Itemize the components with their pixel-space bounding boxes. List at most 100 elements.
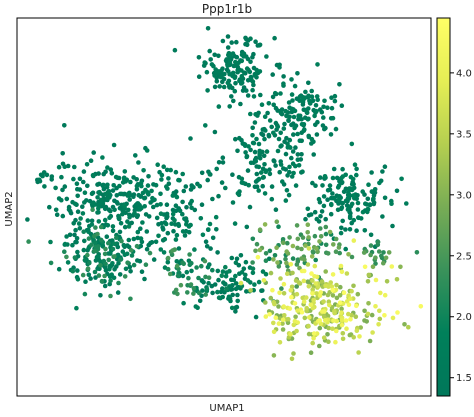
cell-point <box>384 279 390 284</box>
cell-point <box>351 283 356 289</box>
cell-point <box>284 113 289 119</box>
cell-point <box>54 212 60 217</box>
cell-point <box>59 197 64 203</box>
cell-point <box>306 246 312 251</box>
cell-point <box>102 206 108 212</box>
cell-point <box>216 160 222 165</box>
cell-point <box>246 144 251 149</box>
cell-point <box>116 261 121 266</box>
cell-point <box>275 260 280 265</box>
cell-point <box>322 126 327 132</box>
cell-point <box>220 155 226 160</box>
cell-point <box>216 277 221 283</box>
cell-point <box>122 203 127 208</box>
cell-point <box>213 67 218 72</box>
colorbar-tick-label: 3.5 <box>456 129 472 140</box>
cell-point <box>187 252 192 257</box>
cell-point <box>240 88 246 93</box>
cell-point <box>173 208 179 214</box>
cell-point <box>223 274 229 279</box>
cell-point <box>134 183 140 189</box>
cell-point <box>326 325 332 331</box>
cell-point <box>325 332 330 337</box>
cell-point <box>343 246 349 252</box>
cell-point <box>389 264 395 269</box>
cell-point <box>349 201 355 207</box>
cell-point <box>354 303 359 309</box>
cell-point <box>173 169 179 175</box>
cell-point <box>299 309 305 315</box>
cell-point <box>398 264 403 270</box>
cell-point <box>105 223 111 228</box>
cell-point <box>235 148 240 154</box>
cell-point <box>271 130 276 136</box>
cell-point <box>188 136 193 141</box>
cell-point <box>347 215 353 221</box>
cell-point <box>86 272 92 278</box>
cell-point <box>283 108 289 114</box>
cell-point <box>233 59 238 65</box>
cell-point <box>299 256 304 261</box>
cell-point <box>252 120 258 125</box>
cell-point <box>337 300 343 306</box>
cell-point <box>188 282 194 287</box>
cell-point <box>251 51 256 57</box>
cell-point <box>292 125 297 131</box>
cell-point <box>223 264 228 270</box>
cell-point <box>180 171 185 177</box>
cell-point <box>213 214 219 220</box>
cell-point <box>259 102 265 107</box>
cell-point <box>81 179 86 185</box>
cell-point <box>75 268 80 273</box>
cell-point <box>262 162 267 167</box>
cell-point <box>271 102 277 108</box>
cell-point <box>333 249 339 254</box>
cell-point <box>291 351 296 356</box>
cell-point <box>338 230 344 236</box>
cell-point <box>60 151 65 156</box>
cell-point <box>351 217 357 223</box>
cell-point <box>363 201 368 206</box>
cell-point <box>346 252 351 257</box>
cell-point <box>100 183 106 188</box>
cell-point <box>297 138 303 143</box>
cell-point <box>214 227 219 232</box>
cell-point <box>156 233 161 239</box>
cell-point <box>299 122 305 127</box>
cell-point <box>48 260 54 266</box>
cell-point <box>295 245 300 251</box>
cell-point <box>286 100 292 105</box>
cell-point <box>204 69 210 75</box>
cell-point <box>280 327 286 332</box>
colorbar <box>436 17 451 397</box>
cell-point <box>42 184 47 189</box>
cell-point <box>314 108 319 114</box>
cell-point <box>76 221 82 226</box>
cell-point <box>368 232 374 238</box>
cell-point <box>80 204 85 209</box>
cell-point <box>102 217 108 223</box>
cell-point <box>381 250 386 255</box>
cell-point <box>183 228 189 234</box>
cell-point <box>323 269 329 274</box>
cell-point <box>180 273 186 279</box>
cell-point <box>126 191 131 197</box>
cell-point <box>274 219 280 224</box>
cell-point <box>117 183 122 189</box>
cell-point <box>300 169 305 174</box>
cell-point <box>175 273 181 279</box>
cell-point <box>189 198 194 204</box>
cell-point <box>48 239 53 245</box>
cell-point <box>335 207 341 213</box>
cell-point <box>99 278 105 284</box>
cell-point <box>83 279 88 285</box>
cell-point <box>362 264 368 270</box>
cell-point <box>327 183 333 188</box>
cell-point <box>154 202 160 208</box>
cell-point <box>133 202 139 208</box>
cell-point <box>281 304 287 309</box>
cell-point <box>82 291 88 297</box>
cell-point <box>227 52 233 58</box>
cell-point <box>340 166 345 172</box>
